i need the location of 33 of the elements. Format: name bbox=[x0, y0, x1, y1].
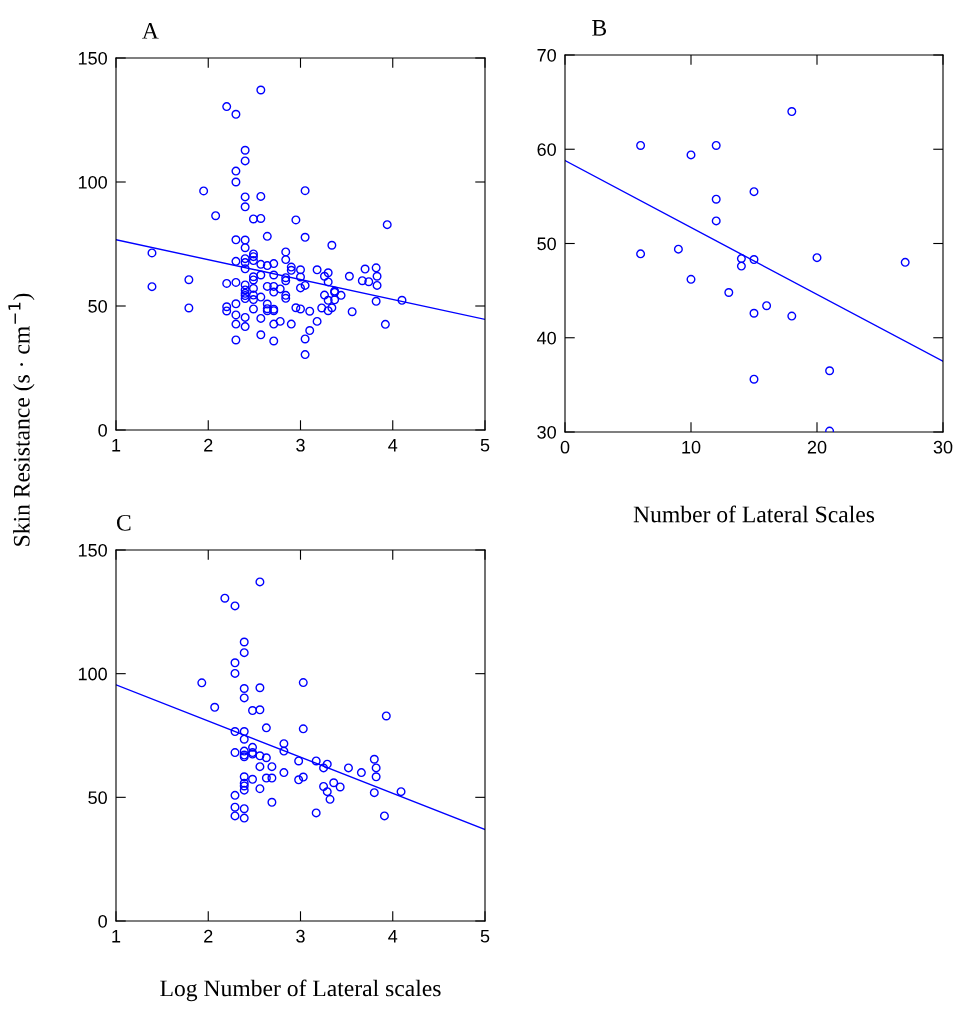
y-tick-label: 100 bbox=[78, 667, 107, 681]
x-tick-label: 4 bbox=[388, 439, 398, 452]
y-tick-label: 50 bbox=[537, 237, 556, 251]
x-tick-label: 30 bbox=[933, 440, 953, 454]
x-tick-label: 3 bbox=[296, 438, 305, 452]
y-tick-label: 30 bbox=[537, 425, 556, 439]
x-tick-label: 1 bbox=[112, 439, 121, 452]
chart-title: A bbox=[142, 22, 159, 39]
y-tick-label: 60 bbox=[537, 143, 556, 156]
x-axis-title: Number of Lateral Scales bbox=[633, 505, 875, 523]
y-tick-label: 150 bbox=[78, 543, 107, 557]
x-tick-label: 5 bbox=[480, 439, 490, 452]
y-tick-label: 50 bbox=[88, 791, 107, 805]
x-axis-title: Log Number of Lateral scales bbox=[160, 979, 441, 1002]
x-tick-label: 4 bbox=[388, 930, 398, 943]
x-tick-label: 20 bbox=[807, 440, 827, 454]
y-tick-label: 0 bbox=[98, 914, 107, 928]
x-tick-label: 1 bbox=[112, 930, 121, 943]
y-tick-label: 0 bbox=[98, 423, 107, 437]
y-tick-label: 50 bbox=[88, 299, 107, 313]
x-tick-label: 2 bbox=[204, 438, 213, 452]
x-tick-label: 0 bbox=[560, 440, 570, 454]
y-tick-label: 150 bbox=[78, 51, 107, 65]
x-tick-label: 2 bbox=[204, 929, 213, 943]
chart-title: B bbox=[592, 20, 607, 36]
y-axis-title: Skin Resistance (s · cm$^{−1}$) bbox=[8, 293, 35, 546]
y-tick-label: 40 bbox=[537, 331, 556, 345]
x-tick-label: 10 bbox=[682, 440, 701, 454]
x-tick-label: 5 bbox=[480, 930, 490, 943]
x-tick-label: 3 bbox=[296, 929, 305, 943]
y-tick-label: 100 bbox=[78, 175, 107, 189]
y-tick-label: 70 bbox=[537, 48, 556, 62]
chart-title: C bbox=[116, 514, 131, 531]
